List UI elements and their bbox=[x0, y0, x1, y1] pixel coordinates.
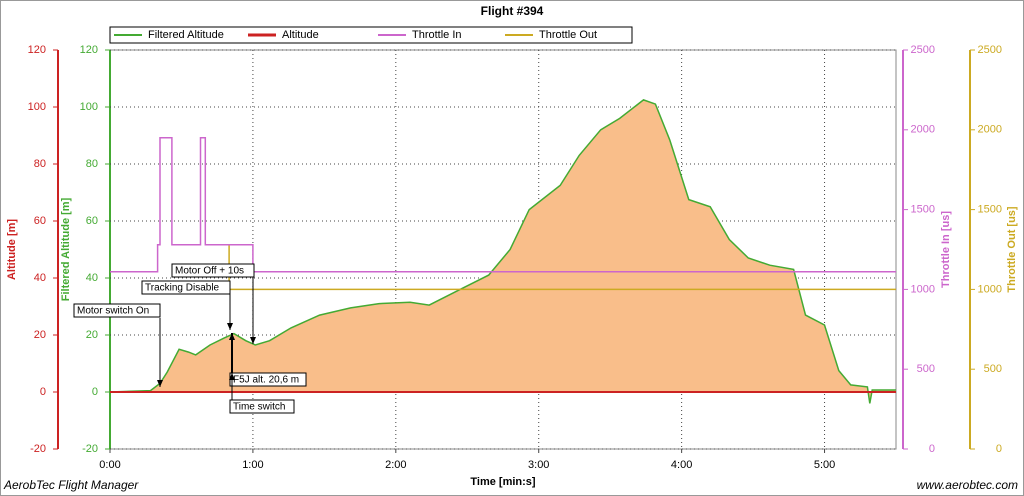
y-tick-label: 100 bbox=[80, 101, 98, 113]
annotation-box bbox=[73, 303, 161, 318]
annotation-text: Tracking Disable bbox=[145, 283, 220, 294]
y-tick-label: 20 bbox=[34, 329, 46, 341]
arrow-head bbox=[227, 323, 233, 330]
x-tick-label: 1:00 bbox=[242, 459, 263, 471]
arrow-head bbox=[250, 337, 256, 344]
y-tick-label: 100 bbox=[28, 101, 46, 113]
y-tick-label: 1000 bbox=[978, 283, 1002, 295]
y-tick-label: -20 bbox=[82, 443, 98, 455]
annotation-text: F5J alt. 20,6 m bbox=[233, 375, 299, 386]
chart-title: Flight #394 bbox=[481, 4, 544, 18]
y-axis-label: Throttle Out [us] bbox=[1006, 206, 1018, 292]
annotation-text: Motor switch On bbox=[77, 306, 149, 317]
annotation-text: Motor Off + 10s bbox=[175, 266, 244, 277]
y-axis-label: Altitude [m] bbox=[6, 219, 18, 280]
y-tick-label: 2000 bbox=[911, 124, 935, 136]
y-tick-label: 0 bbox=[40, 386, 46, 398]
x-tick-label: 2:00 bbox=[385, 459, 406, 471]
y-tick-label: 120 bbox=[80, 44, 98, 56]
y-tick-label: 2500 bbox=[978, 44, 1002, 56]
y-tick-label: 500 bbox=[917, 363, 935, 375]
y-axis-label: Filtered Altitude [m] bbox=[60, 197, 72, 301]
x-axis-label: Time [min:s] bbox=[470, 476, 536, 488]
area bbox=[110, 99, 896, 404]
arrow-head bbox=[229, 333, 235, 340]
legend-box bbox=[109, 26, 633, 44]
y-tick-label: 20 bbox=[86, 329, 98, 341]
annotation-text: Time switch bbox=[233, 402, 285, 413]
x-tick-label: 0:00 bbox=[99, 459, 120, 471]
y-tick-label: 40 bbox=[34, 272, 46, 284]
x-tick-label: 4:00 bbox=[671, 459, 692, 471]
y-tick-label: 0 bbox=[929, 443, 935, 455]
footer-right: www.aerobtec.com bbox=[917, 478, 1018, 492]
y-tick-label: 1500 bbox=[911, 204, 935, 216]
legend-label: Altitude bbox=[282, 29, 319, 41]
series-line bbox=[110, 137, 896, 273]
y-tick-label: 0 bbox=[92, 386, 98, 398]
y-tick-label: 60 bbox=[86, 215, 98, 227]
y-tick-label: 0 bbox=[996, 443, 1002, 455]
y-tick-label: -20 bbox=[30, 443, 46, 455]
y-tick-label: 1500 bbox=[978, 204, 1002, 216]
x-tick-label: 3:00 bbox=[528, 459, 549, 471]
y-tick-label: 60 bbox=[34, 215, 46, 227]
y-axis-label: Throttle In [us] bbox=[940, 211, 952, 288]
y-tick-label: 2000 bbox=[978, 124, 1002, 136]
series-line bbox=[109, 99, 896, 404]
y-tick-label: 80 bbox=[34, 158, 46, 170]
y-tick-label: 500 bbox=[984, 363, 1002, 375]
annotation-box bbox=[141, 280, 231, 295]
annotation-box bbox=[229, 399, 295, 414]
x-tick-label: 5:00 bbox=[814, 459, 835, 471]
y-tick-label: 1000 bbox=[911, 283, 935, 295]
legend-label: Throttle Out bbox=[539, 29, 597, 41]
y-tick-label: 2500 bbox=[911, 44, 935, 56]
y-tick-label: 40 bbox=[86, 272, 98, 284]
arrow-head bbox=[229, 373, 235, 380]
arrow-head bbox=[157, 380, 163, 387]
annotation-box bbox=[171, 263, 255, 278]
y-tick-label: 80 bbox=[86, 158, 98, 170]
legend-label: Filtered Altitude bbox=[148, 29, 224, 41]
footer-left: AerobTec Flight Manager bbox=[3, 478, 139, 492]
legend-label: Throttle In bbox=[412, 29, 462, 41]
y-tick-label: 120 bbox=[28, 44, 46, 56]
